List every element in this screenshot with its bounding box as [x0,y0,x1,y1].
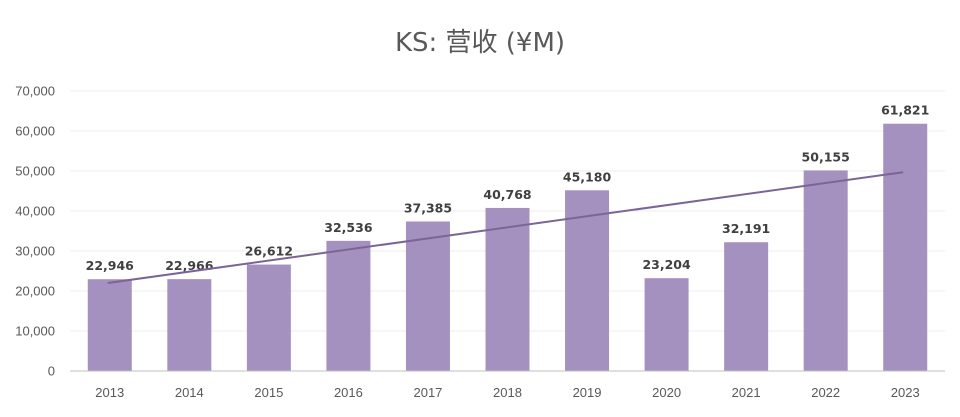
chart-title: KS: 营收 (¥M) [394,28,566,58]
y-tick-label: 20,000 [15,284,55,299]
data-label: 32,191 [722,221,770,236]
x-tick-label: 2020 [652,385,681,400]
bar [167,279,212,371]
bar [485,207,530,371]
x-tick-label: 2013 [95,385,124,400]
y-tick-label: 50,000 [15,164,55,179]
x-tick-label: 2018 [493,385,522,400]
y-tick-label: 60,000 [15,124,55,139]
x-tick-label: 2022 [811,385,840,400]
x-tick-label: 2017 [413,385,442,400]
trendline [107,171,904,284]
x-tick-label: 2023 [891,385,920,400]
bar [405,221,450,371]
data-label: 23,204 [642,257,691,272]
y-tick-label: 70,000 [15,84,55,99]
bar [644,278,689,371]
data-label: 37,385 [404,200,452,215]
data-label: 22,946 [86,258,135,273]
bar [246,264,291,371]
y-tick-label: 0 [48,364,55,379]
y-tick-label: 40,000 [15,204,55,219]
bar [803,170,848,371]
bar [326,240,371,371]
bar [87,279,132,371]
bar [883,123,928,371]
x-tick-label: 2014 [175,385,204,400]
x-tick-label: 2021 [732,385,761,400]
data-label: 40,768 [483,187,531,202]
bar [565,190,610,371]
data-label: 26,612 [245,244,293,259]
y-tick-label: 10,000 [15,324,55,339]
y-tick-label: 30,000 [15,244,55,259]
data-label: 50,155 [802,149,850,164]
x-tick-label: 2015 [254,385,283,400]
x-tick-label: 2016 [334,385,363,400]
x-tick-label: 2019 [573,385,602,400]
data-label: 61,821 [881,103,929,118]
data-label: 45,180 [563,169,612,184]
bar [724,242,769,371]
data-label: 32,536 [324,220,373,235]
